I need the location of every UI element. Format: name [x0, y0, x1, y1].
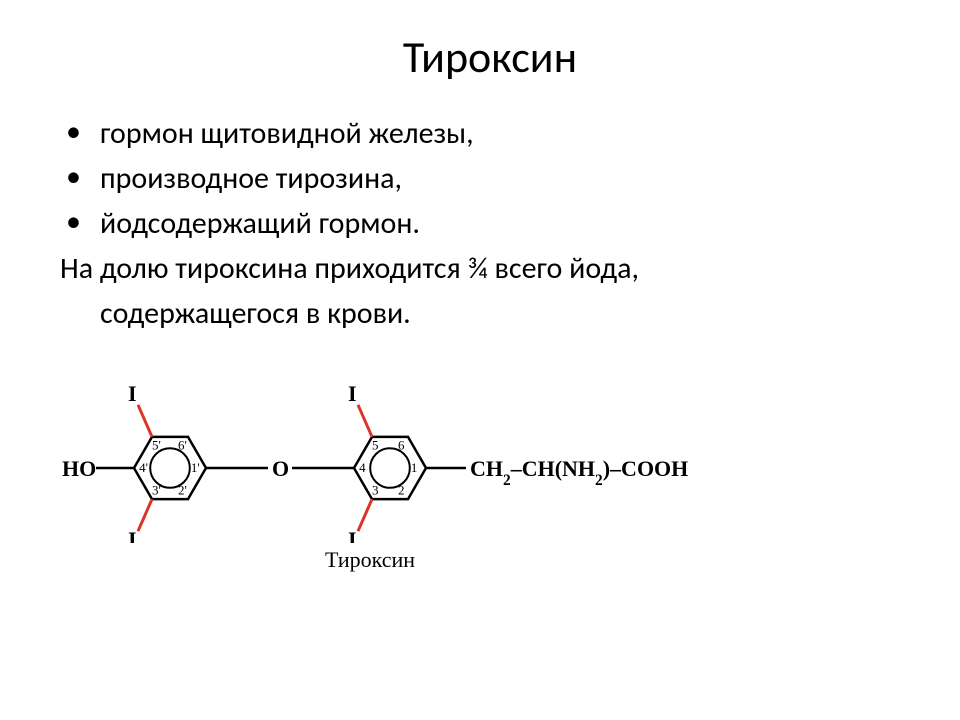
svg-text:O: O	[272, 456, 289, 481]
bullet-item: производное тирозина,	[60, 159, 920, 198]
bullet-item: йодсодержащий гормон.	[60, 204, 920, 243]
bullet-item: гормон щитовидной железы,	[60, 114, 920, 153]
svg-text:HO: HO	[62, 456, 96, 481]
svg-text:5: 5	[372, 438, 379, 453]
bullet-list: гормон щитовидной железы, производное ти…	[60, 114, 920, 243]
svg-text:6: 6	[398, 438, 405, 453]
structure-figure: HO I I O I I 1' 6' 5' 4' 3' 2' 16 543 2 CH2–CH(NH2)–COO…	[30, 383, 920, 573]
svg-text:3': 3'	[152, 482, 161, 497]
slide-title: Тироксин	[60, 30, 920, 84]
slide: Тироксин гормон щитовидной железы, произ…	[0, 0, 960, 720]
thyroxine-structure: HO I I O I I 1' 6' 5' 4' 3' 2' 16 543 2 CH2–CH(NH2)–COO…	[30, 383, 910, 543]
slide-body: гормон щитовидной железы, производное ти…	[60, 114, 920, 333]
svg-text:6': 6'	[178, 438, 187, 453]
svg-text:2: 2	[398, 482, 405, 497]
svg-text:CH2–CH(NH2)–COOH: CH2–CH(NH2)–COOH	[470, 456, 688, 489]
svg-text:I: I	[348, 383, 357, 406]
svg-text:I: I	[128, 383, 137, 406]
svg-text:5': 5'	[152, 438, 161, 453]
paragraph-line: На долю тироксина приходится ¾ всего йод…	[60, 249, 920, 288]
svg-text:1: 1	[411, 460, 418, 475]
paragraph-line: содержащегося в крови.	[60, 294, 920, 333]
svg-text:2': 2'	[178, 482, 187, 497]
svg-text:3: 3	[372, 482, 379, 497]
svg-text:1': 1'	[191, 460, 200, 475]
svg-text:I: I	[128, 527, 137, 543]
svg-text:4': 4'	[139, 460, 148, 475]
svg-text:4: 4	[359, 460, 366, 475]
structure-caption: Тироксин	[50, 547, 690, 573]
svg-text:I: I	[348, 527, 357, 543]
